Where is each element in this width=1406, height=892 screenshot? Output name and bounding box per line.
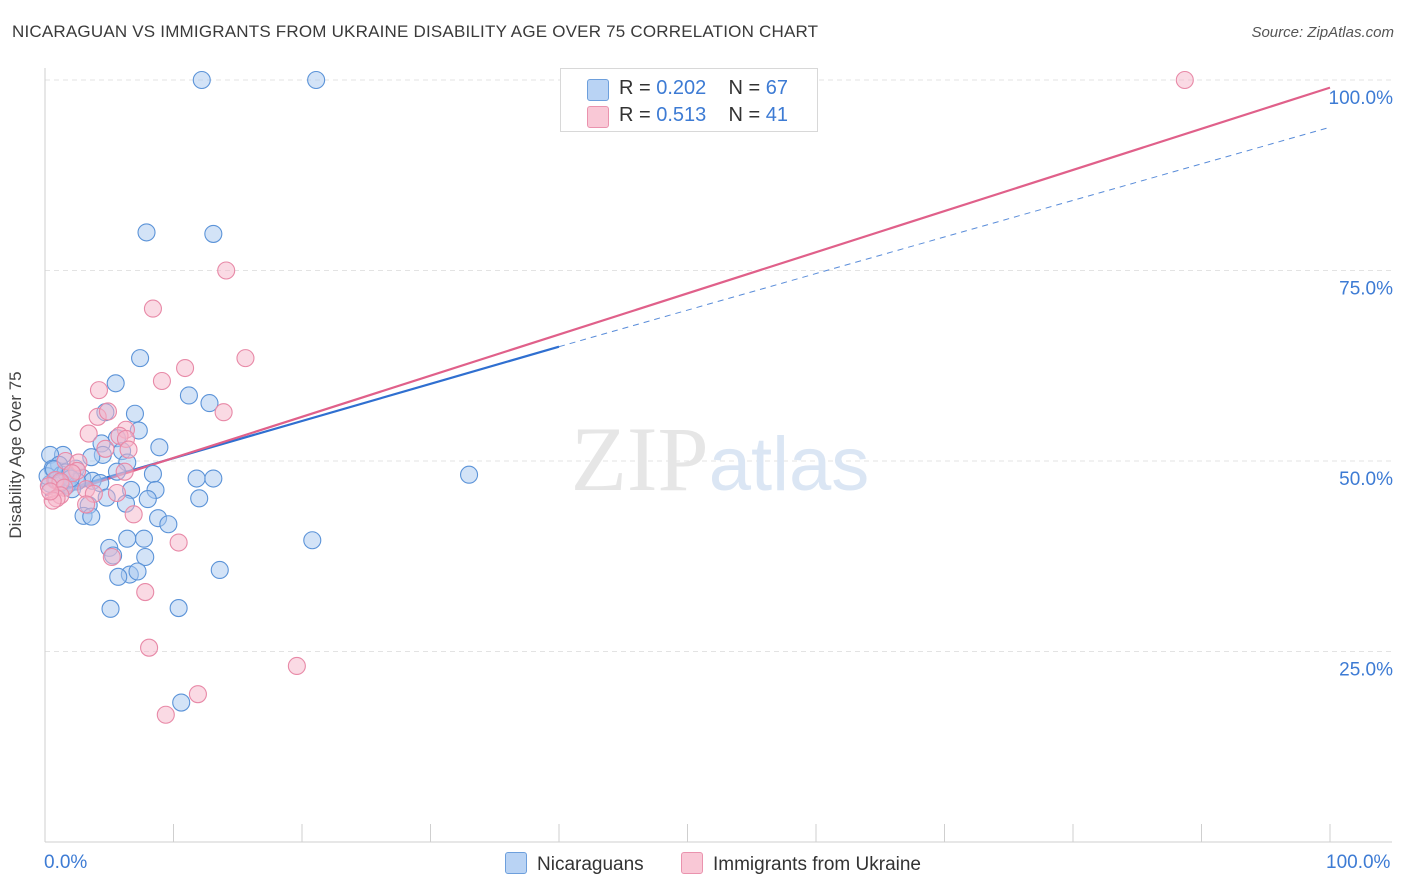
source-label: Source: ZipAtlas.com [1251, 24, 1394, 41]
x-tick-min: 0.0% [44, 852, 88, 873]
nicaraguan-point [190, 489, 209, 508]
bottom-legend-label: Immigrants from Ukraine [713, 854, 921, 875]
x-tick-max: 100.0% [1326, 852, 1391, 873]
bottom-legend-swatch-blue [505, 852, 527, 874]
ukraine-point [188, 685, 207, 704]
nicaraguan-point [172, 693, 191, 712]
ukraine-trend-line [44, 86, 1331, 501]
y-tick-label: 25.0% [1339, 660, 1393, 681]
legend-r-label: R = [619, 77, 657, 99]
ukraine-point [115, 462, 134, 481]
ukraine-point [107, 483, 127, 503]
ukraine-point [152, 371, 171, 391]
watermark: ZIPatlas [571, 408, 870, 510]
nicaraguan-point [125, 404, 144, 423]
legend-n-label: N = [728, 77, 766, 99]
nicaraguan-point [137, 223, 156, 242]
ukraine-point [217, 261, 236, 280]
nicaraguan-point [169, 599, 188, 618]
ukraine-point [102, 547, 121, 567]
bottom-legend-label: Nicaraguans [537, 854, 644, 875]
nicaraguan-point [131, 349, 150, 368]
nicaraguan-point [204, 224, 223, 243]
y-tick-label: 75.0% [1339, 279, 1393, 300]
ukraine-point [89, 381, 109, 400]
legend-swatch-blue [587, 79, 609, 101]
ukraine-point [169, 533, 188, 552]
nicaraguan-point [459, 465, 479, 484]
legend-r-value: 0.513 [656, 104, 707, 126]
nicaraguan-point [210, 560, 229, 580]
y-tick-label: 100.0% [1329, 88, 1394, 109]
bottom-legend-swatch-pink [681, 852, 703, 874]
ukraine-point [41, 482, 60, 501]
ukraine-point [96, 439, 115, 458]
ukraine-point [98, 402, 118, 421]
ukraine-point [214, 403, 233, 422]
data-points [38, 70, 1194, 724]
nicaraguan-point [307, 70, 326, 90]
legend-r-value: 0.202 [656, 77, 707, 99]
ukraine-point [119, 440, 138, 459]
nicaraguan-trend-extension [558, 126, 1331, 348]
nicaraguan-point [143, 464, 162, 484]
y-axis-label: Disability Age Over 75 [6, 371, 25, 539]
legend-n-value: 67 [765, 77, 789, 99]
ukraine-point [176, 358, 195, 378]
bottom-legend-nicaraguans: Nicaraguans [505, 852, 644, 876]
legend-n-label: N = [728, 104, 766, 126]
nicaraguan-point [179, 386, 198, 405]
legend-swatch-pink [587, 106, 609, 128]
nicaraguan-point [150, 438, 169, 457]
nicaraguan-point [118, 529, 137, 548]
ukraine-point [287, 656, 306, 676]
nicaraguan-point [192, 70, 211, 90]
ukraine-point [1175, 70, 1194, 90]
chart-title: NICARAGUAN VS IMMIGRANTS FROM UKRAINE DI… [12, 22, 819, 41]
nicaraguan-point [138, 490, 157, 509]
legend-r-label: R = [619, 104, 657, 126]
ukraine-point [236, 349, 255, 368]
nicaraguan-point [200, 394, 219, 413]
nicaraguan-point [109, 567, 128, 586]
ukraine-point [136, 583, 155, 602]
nicaraguan-point [136, 547, 155, 567]
legend-n-value: 41 [765, 104, 789, 126]
bottom-legend-ukraine: Immigrants from Ukraine [681, 852, 921, 876]
nicaraguan-point [101, 599, 120, 618]
ukraine-point [79, 424, 98, 443]
ukraine-point [143, 299, 162, 318]
nicaraguan-point [204, 469, 223, 488]
correlation-legend: R = 0.202 N = 67 R = 0.513 N = 41 [560, 68, 818, 132]
y-tick-label: 50.0% [1339, 469, 1393, 490]
nicaraguan-point [159, 515, 178, 534]
nicaraguan-point [134, 529, 153, 548]
ukraine-point [77, 495, 96, 514]
nicaraguan-point [106, 374, 125, 393]
y-tick-labels: 25.0% 50.0% 75.0% 100.0% [1329, 88, 1394, 681]
nicaraguan-point [187, 469, 206, 488]
nicaraguan-point [303, 531, 322, 550]
ukraine-point [140, 638, 159, 657]
nicaraguan-point [128, 562, 147, 581]
ukraine-point [156, 705, 175, 724]
ukraine-point [124, 505, 143, 524]
